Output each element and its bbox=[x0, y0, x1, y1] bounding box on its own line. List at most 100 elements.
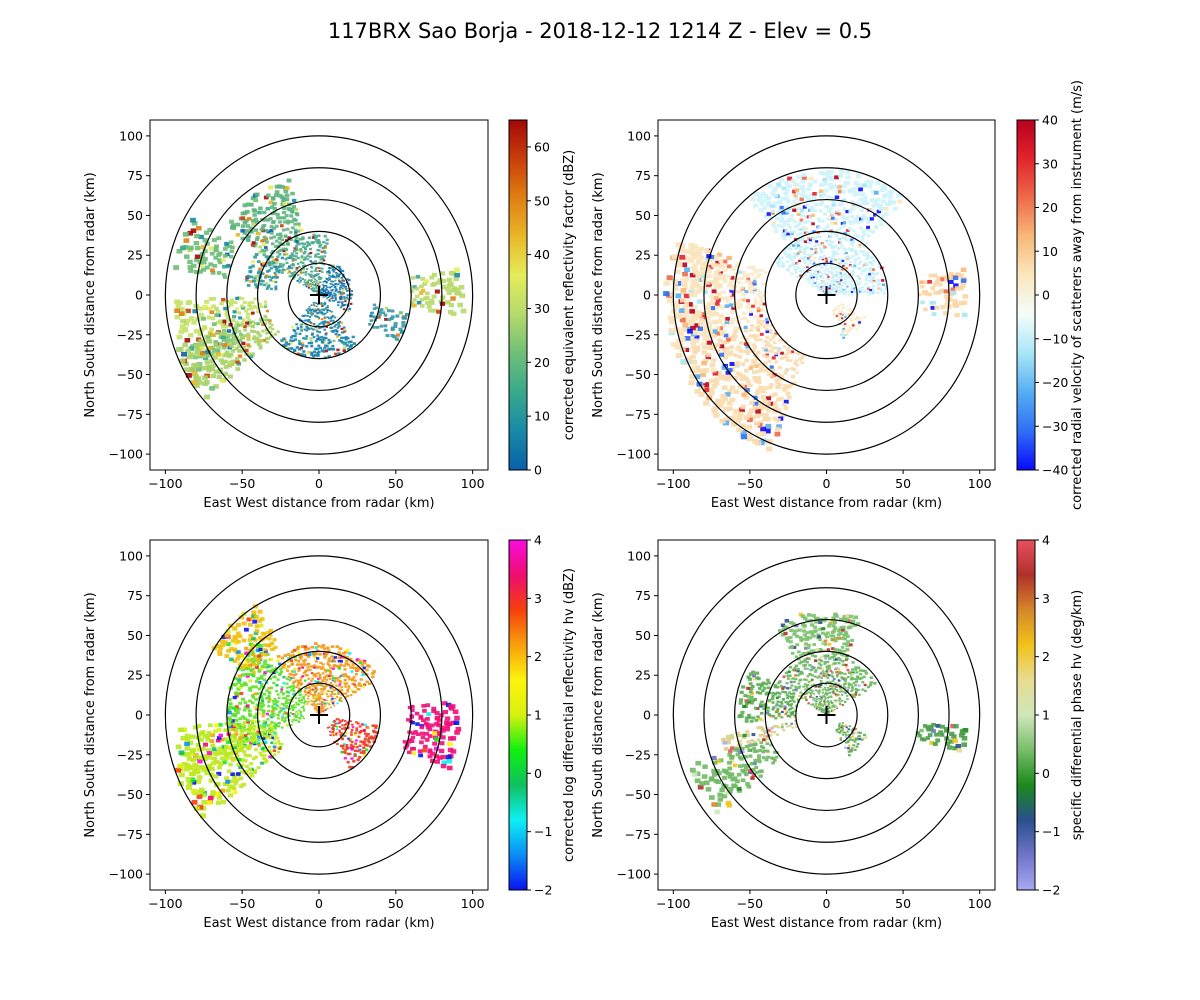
echo-gate bbox=[286, 206, 291, 211]
echo-gate bbox=[197, 306, 203, 311]
echo-gate bbox=[270, 263, 274, 266]
echo-gate bbox=[339, 674, 343, 678]
echo-gate bbox=[315, 274, 318, 277]
x-tick-label: 100 bbox=[461, 476, 485, 491]
echo-gate bbox=[853, 289, 856, 292]
echo-gate bbox=[323, 336, 326, 339]
echo-gate bbox=[852, 189, 857, 194]
echo-gate bbox=[224, 352, 229, 357]
echo-gate bbox=[240, 335, 245, 340]
echo-gate bbox=[301, 342, 305, 345]
echo-gate bbox=[264, 643, 269, 647]
echo-gate bbox=[315, 315, 318, 318]
echo-gate bbox=[746, 302, 751, 306]
echo-gate bbox=[295, 235, 299, 238]
echo-gate bbox=[690, 278, 696, 284]
echo-gate bbox=[735, 276, 741, 281]
echo-gate bbox=[775, 372, 780, 377]
echo-gate bbox=[272, 226, 276, 230]
echo-gate bbox=[754, 326, 759, 330]
echo-gate bbox=[708, 312, 714, 317]
echo-gate bbox=[348, 345, 353, 348]
echo-gate bbox=[770, 346, 775, 350]
echo-gate bbox=[850, 326, 854, 330]
echo-gate bbox=[334, 323, 338, 326]
echo-gate bbox=[865, 257, 869, 260]
echo-gate bbox=[863, 289, 867, 292]
echo-gate bbox=[888, 194, 894, 199]
echo-gate bbox=[233, 300, 238, 304]
echo-gate bbox=[803, 250, 807, 253]
echo-gate bbox=[314, 290, 317, 293]
panel-top-left: −100 −50 0 50 100−100−75−50−250255075100East… bbox=[83, 119, 577, 511]
echo-gate bbox=[299, 655, 303, 658]
echo-gate bbox=[820, 274, 823, 277]
echo-gate bbox=[847, 277, 850, 279]
echo-gate bbox=[843, 333, 847, 336]
echo-gate bbox=[837, 291, 840, 294]
echo-gate bbox=[337, 283, 340, 286]
echo-gate bbox=[290, 670, 294, 673]
echo-gate bbox=[323, 296, 326, 298]
echo-gate bbox=[310, 341, 314, 345]
echo-gate bbox=[790, 272, 794, 275]
echo-gate bbox=[816, 278, 819, 280]
echo-gate bbox=[317, 252, 320, 256]
echo-gate bbox=[698, 246, 704, 252]
echo-gate bbox=[209, 310, 215, 315]
echo-gate bbox=[836, 287, 839, 289]
echo-gate bbox=[789, 257, 793, 260]
echo-gate bbox=[310, 288, 312, 290]
echo-gate bbox=[303, 645, 308, 649]
echo-gate bbox=[324, 291, 327, 294]
echo-gate bbox=[346, 688, 349, 691]
echo-gate bbox=[265, 340, 269, 344]
echo-gate bbox=[310, 279, 313, 281]
echo-gate bbox=[306, 683, 310, 686]
echo-gate bbox=[690, 251, 696, 256]
echo-gate bbox=[259, 279, 263, 283]
echo-gate bbox=[235, 657, 240, 661]
echo-gate bbox=[296, 229, 301, 233]
echo-gate bbox=[339, 340, 343, 343]
echo-gate bbox=[850, 319, 853, 322]
echo-gate bbox=[757, 273, 762, 276]
echo-gate bbox=[327, 355, 331, 358]
echo-gate bbox=[248, 634, 254, 638]
echo-gate bbox=[330, 280, 333, 283]
echo-gate bbox=[838, 283, 841, 285]
echo-gate bbox=[694, 388, 701, 394]
echo-gate bbox=[754, 270, 758, 274]
echo-gate bbox=[316, 354, 320, 357]
echo-gate bbox=[847, 235, 851, 239]
echo-gate bbox=[873, 273, 877, 276]
echo-gate bbox=[337, 301, 340, 304]
echo-gate bbox=[276, 233, 280, 236]
echo-gate bbox=[332, 330, 335, 333]
echo-gate bbox=[276, 244, 280, 248]
echo-gate bbox=[317, 703, 319, 705]
echo-gate bbox=[246, 617, 252, 622]
echo-gate bbox=[853, 264, 857, 267]
echo-gate bbox=[237, 311, 242, 315]
echo-gate bbox=[276, 216, 281, 220]
echo-gate bbox=[274, 287, 278, 290]
echo-gate bbox=[801, 250, 805, 254]
echo-gate bbox=[344, 692, 347, 695]
echo-gate bbox=[236, 639, 241, 644]
echo-gate bbox=[274, 723, 278, 726]
echo-gate bbox=[830, 241, 834, 244]
echo-gate bbox=[271, 249, 275, 253]
echo-gate bbox=[450, 271, 456, 276]
echo-gate bbox=[272, 725, 276, 728]
echo-gate bbox=[289, 711, 292, 714]
echo-gate bbox=[295, 255, 298, 258]
echo-gate bbox=[224, 339, 230, 344]
echo-gate bbox=[785, 358, 790, 362]
echo-gate bbox=[796, 233, 800, 237]
echo-gate bbox=[830, 216, 835, 220]
echo-gate bbox=[775, 380, 780, 385]
echo-gate bbox=[724, 320, 730, 324]
echo-gate bbox=[315, 266, 318, 269]
echo-gate bbox=[309, 693, 313, 696]
